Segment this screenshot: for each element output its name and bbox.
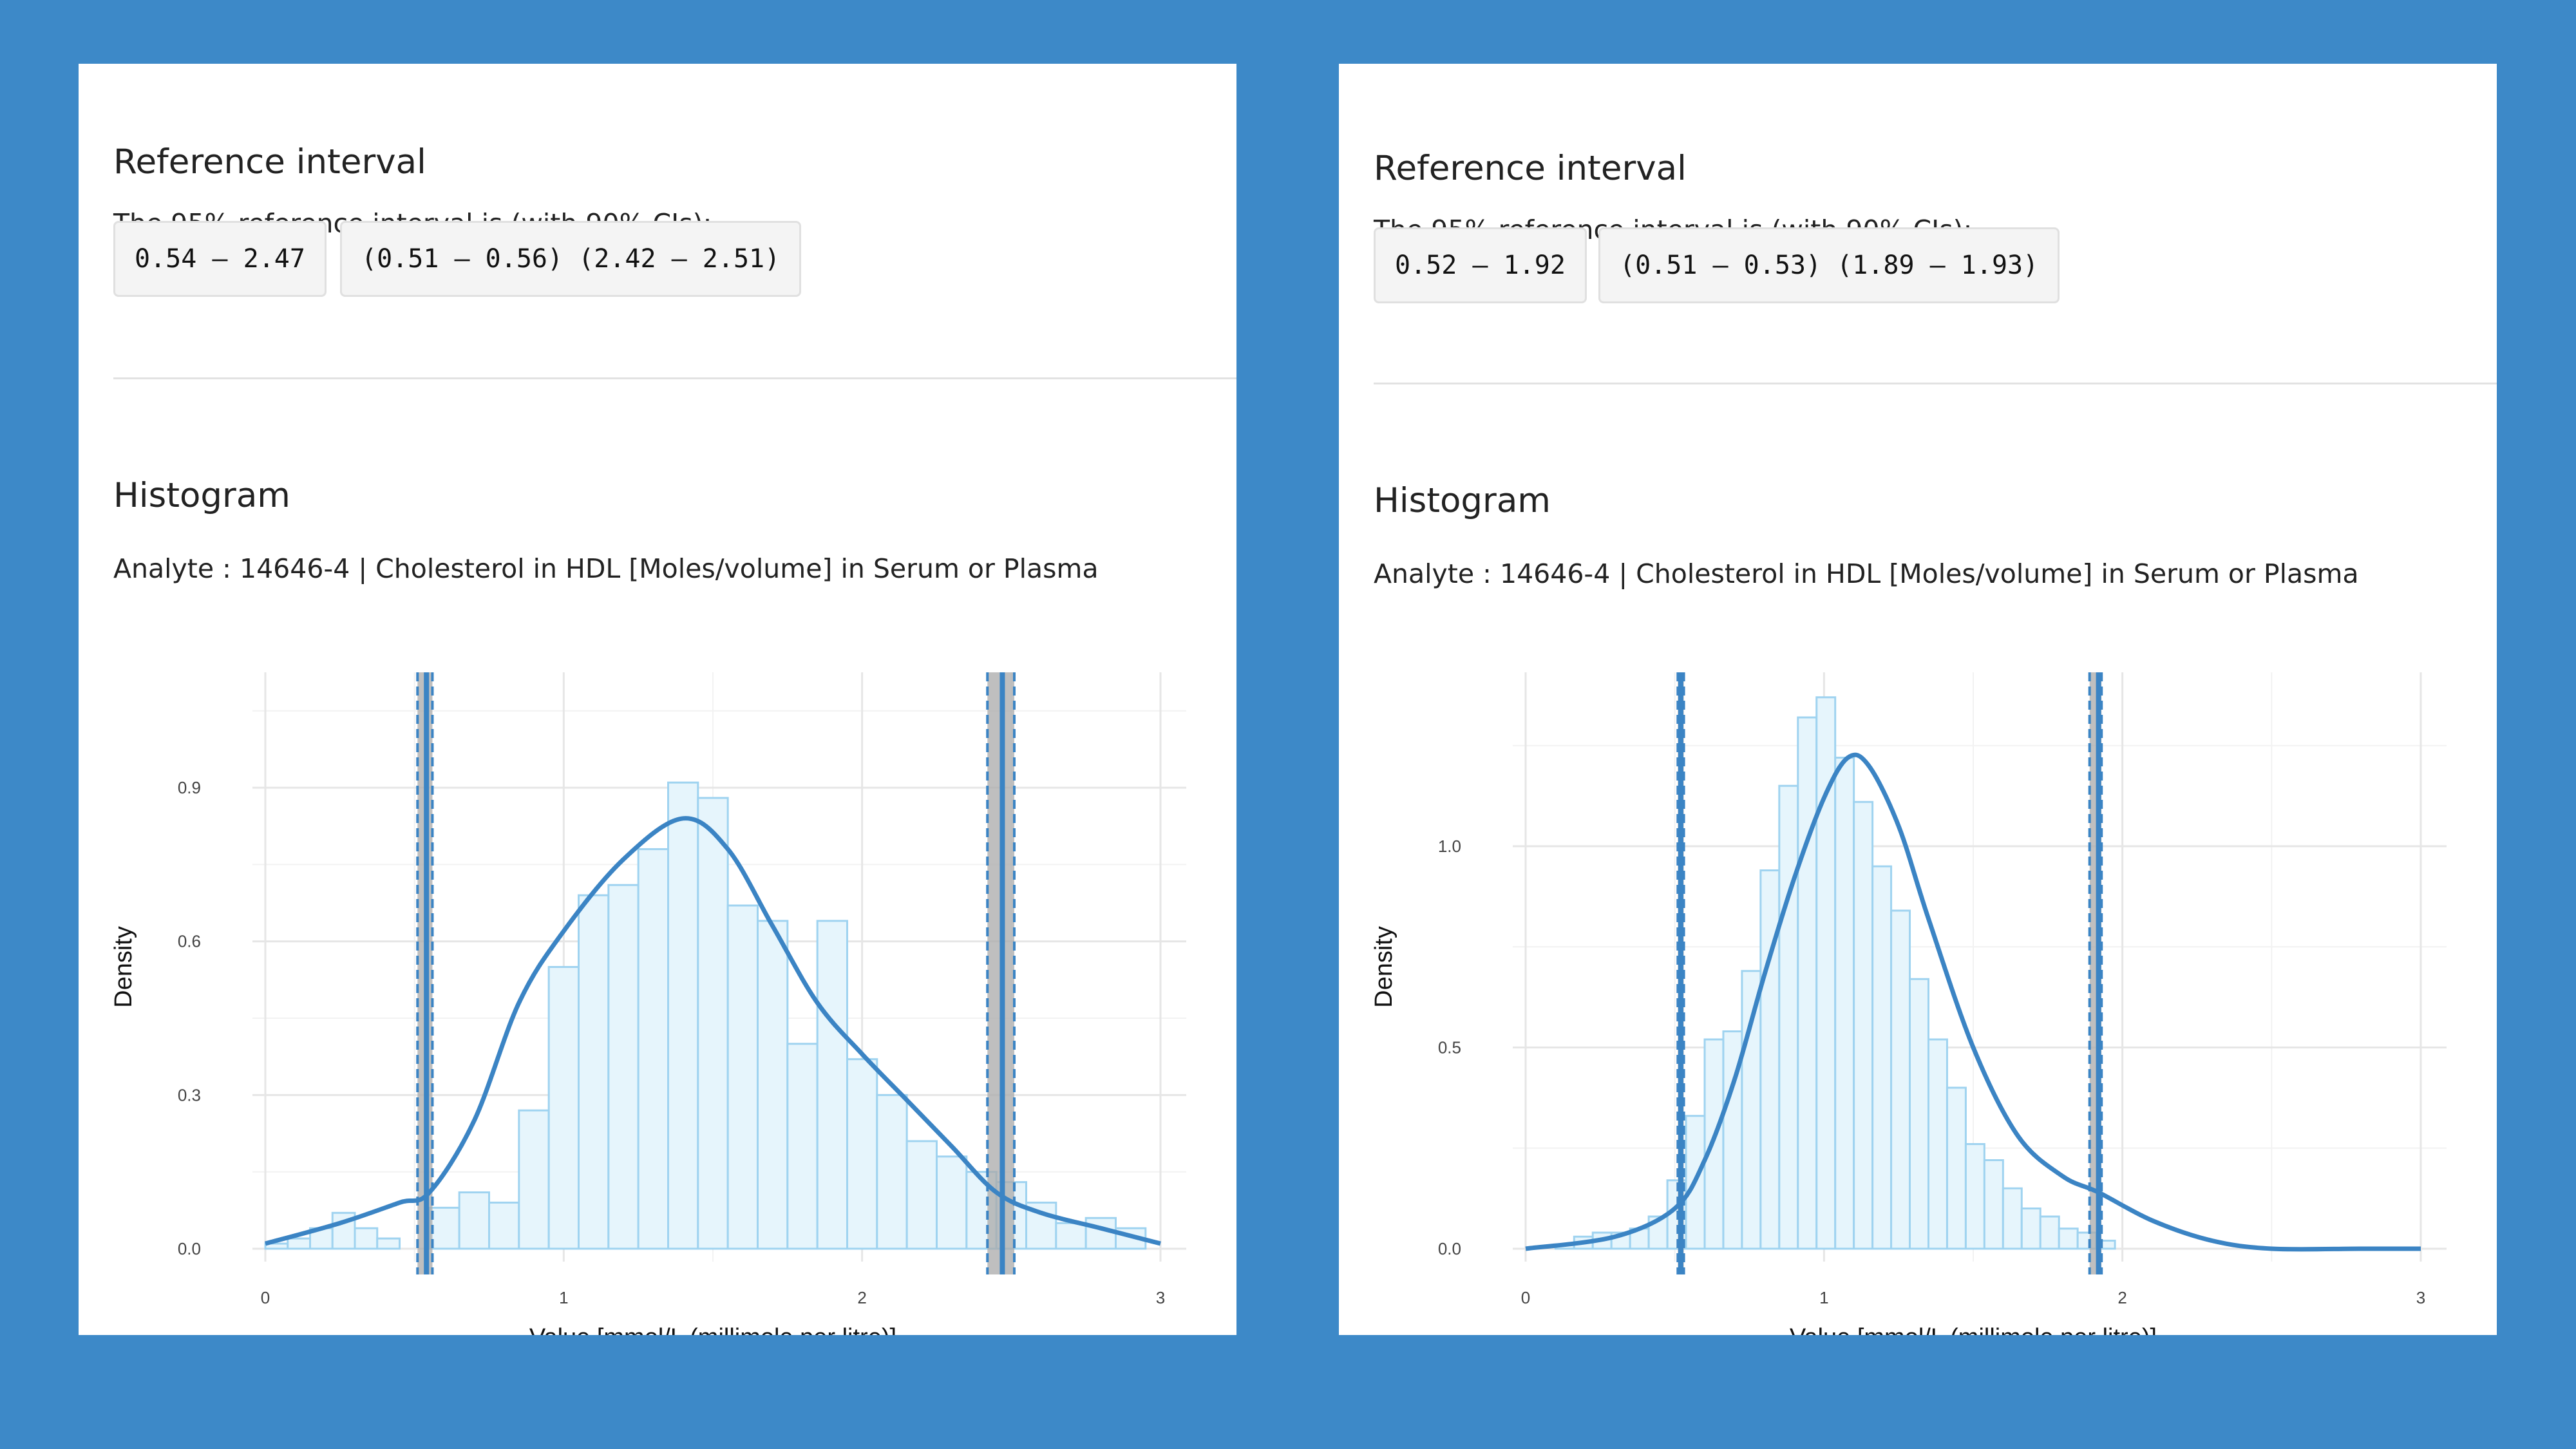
- y-tick-label: 0.0: [1438, 1239, 1461, 1258]
- histogram-bar: [287, 1237, 311, 1250]
- histogram-bar: [1853, 800, 1874, 1250]
- histogram-bar: [816, 920, 848, 1250]
- histogram-bar: [1871, 865, 1893, 1250]
- density-curve: [265, 816, 1161, 1246]
- left-result-panel: Reference interval The 95% reference int…: [79, 64, 1236, 1335]
- histogram-bar: [1084, 1217, 1117, 1250]
- y-tick-label: 0.0: [178, 1239, 201, 1258]
- reference-interval-heading: Reference interval: [113, 142, 426, 182]
- y-tick-label: 0.9: [178, 778, 201, 797]
- histogram-bar: [697, 797, 729, 1250]
- histogram-bar: [905, 1140, 938, 1250]
- histogram-bar: [1741, 970, 1762, 1250]
- x-tick-label: 0: [261, 1288, 270, 1307]
- histogram-bar: [1797, 716, 1818, 1250]
- section-divider: [113, 377, 1236, 379]
- analyte-label: Analyte : 14646-4 | Cholesterol in HDL […: [113, 553, 1099, 584]
- histogram-bar: [607, 884, 639, 1250]
- histogram-bar: [1964, 1143, 1985, 1250]
- histogram-bar: [936, 1155, 968, 1250]
- section-divider: [1374, 383, 2497, 384]
- histogram-bar: [1927, 1038, 1948, 1250]
- confidence-interval-value: (0.51 – 0.56) (2.42 – 2.51): [340, 221, 802, 297]
- histogram-chart-left: 0 1 2 3 0.0 0.3 0.6 0.9 Value [mmol/L (millimole…: [110, 672, 1186, 1335]
- y-tick-label: 0.5: [1438, 1038, 1461, 1057]
- reference-interval-heading: Reference interval: [1374, 149, 1687, 188]
- y-tick-label: 0.3: [178, 1085, 201, 1104]
- right-result-panel: Reference interval The 95% reference int…: [1339, 64, 2497, 1335]
- histogram-bar: [637, 848, 670, 1250]
- histogram-bar: [1055, 1222, 1087, 1250]
- x-tick-label: 1: [1819, 1288, 1828, 1307]
- histogram-bar: [354, 1227, 379, 1250]
- histogram-bar: [2058, 1227, 2079, 1250]
- x-tick-label: 0: [1521, 1288, 1530, 1307]
- analyte-label: Analyte : 14646-4 | Cholesterol in HDL […: [1374, 558, 2359, 589]
- histogram-bar: [1909, 978, 1930, 1250]
- x-tick-label: 3: [1156, 1288, 1165, 1307]
- histogram-bar: [458, 1191, 491, 1250]
- histogram-bar: [667, 781, 699, 1250]
- histogram-bar: [2002, 1187, 2023, 1250]
- y-tick-label: 1.0: [1438, 837, 1461, 856]
- confidence-interval-value: (0.51 – 0.53) (1.89 – 1.93): [1598, 227, 2060, 303]
- histogram-bar: [547, 966, 580, 1250]
- x-tick-label: 1: [559, 1288, 568, 1307]
- histogram-bar: [2020, 1208, 2041, 1250]
- histogram-bars: [1554, 696, 2116, 1250]
- histogram-bar: [1834, 757, 1855, 1250]
- histogram-bar: [1778, 784, 1799, 1250]
- histogram-bar: [726, 904, 759, 1250]
- histogram-bar: [2039, 1215, 2060, 1250]
- x-tick-label: 2: [857, 1288, 866, 1307]
- reference-interval-value: 0.54 – 2.47: [113, 221, 327, 297]
- histogram-heading: Histogram: [1374, 481, 1551, 520]
- y-tick-label: 0.6: [178, 932, 201, 951]
- y-axis-title: Density: [1370, 926, 1397, 1008]
- histogram-bar: [1946, 1086, 1967, 1250]
- histogram-bar: [786, 1043, 819, 1250]
- x-tick-label: 2: [2117, 1288, 2126, 1307]
- histogram-bar: [846, 1058, 878, 1250]
- x-axis-title: Value [mmol/L (millimole per litre)]: [1790, 1324, 2157, 1335]
- histogram-bar: [376, 1237, 401, 1250]
- x-tick-label: 3: [2416, 1288, 2425, 1307]
- histogram-chart-right: 0 1 2 3 0.0 0.5 1.0 Value [mmol/L (millimole pe…: [1370, 672, 2447, 1335]
- histogram-bar: [488, 1201, 520, 1250]
- histogram-bar: [578, 894, 610, 1250]
- histogram-bar: [1983, 1159, 2004, 1250]
- x-axis-title: Value [mmol/L (millimole per litre)]: [529, 1324, 896, 1335]
- histogram-bar: [1890, 909, 1911, 1250]
- histogram-heading: Histogram: [113, 476, 290, 515]
- histogram-bar: [757, 920, 789, 1250]
- histogram-bar: [876, 1094, 908, 1250]
- histogram-bar: [518, 1109, 550, 1250]
- y-axis-title: Density: [110, 926, 137, 1008]
- reference-interval-value: 0.52 – 1.92: [1374, 227, 1587, 303]
- density-curve: [1525, 752, 2421, 1252]
- histogram-bar: [428, 1206, 460, 1250]
